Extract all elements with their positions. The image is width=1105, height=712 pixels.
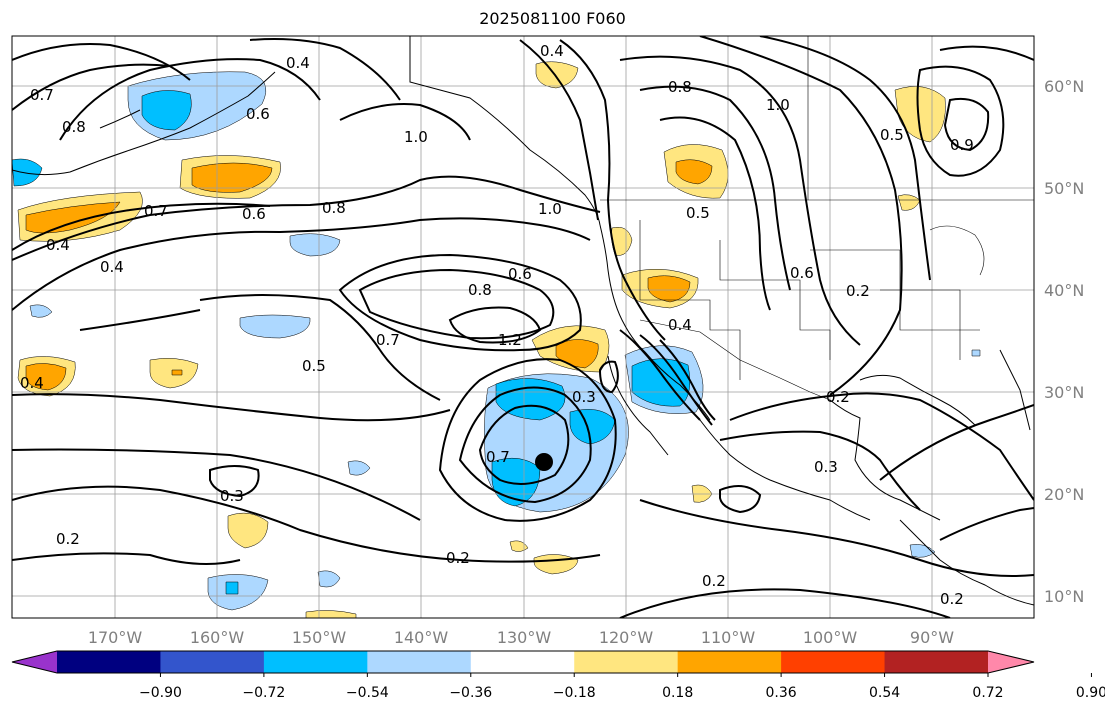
coastlines [12,36,1034,606]
lat-tick-label: 40°N [1044,281,1084,300]
colorbar-tick-label: −0.18 [553,685,596,701]
contour-label: 0.4 [20,374,44,392]
map-frame [11,35,1035,619]
graticule [12,36,1034,618]
contour-label: 0.4 [540,42,564,60]
contour-label: 0.3 [572,388,596,406]
colorbar-segment [884,651,989,673]
colorbar-tick-label: 0.72 [972,685,1003,701]
colorbar-outline [11,650,1035,674]
lon-tick-label: 170°W [88,628,143,647]
contour-label: 0.5 [302,357,326,375]
contour-label: 0.6 [508,265,532,283]
contour-label: 0.3 [814,458,838,476]
contour-label: 0.5 [686,204,710,222]
contour-label: 0.2 [446,549,470,567]
colorbar-segment [160,651,265,673]
colorbar-tick-label: 0.54 [869,685,900,701]
contour-label: 0.7 [144,202,168,220]
lon-tick-label: 160°W [190,628,245,647]
colorbar-segment [367,651,472,673]
contour-label: 0.2 [826,388,850,406]
contour-label: 0.2 [56,530,80,548]
latitude-axis: 60°N 50°N 40°N 30°N 20°N 10°N [1044,77,1084,606]
colorbar-tick-label: −0.36 [449,685,492,701]
contour-label: 0.7 [30,86,54,104]
colorbar-segment [677,651,782,673]
colorbar-segment [263,651,368,673]
lat-tick-label: 20°N [1044,485,1084,504]
lon-tick-label: 150°W [292,628,347,647]
colorbar-segment [988,651,1034,673]
contour-label: 0.8 [468,281,492,299]
contour-label: 0.2 [940,590,964,608]
contour-label: 0.2 [702,572,726,590]
lat-tick-label: 60°N [1044,77,1084,96]
contour-label: 0.6 [790,264,814,282]
contour-label: 0.6 [242,205,266,223]
contour-label: 0.9 [950,136,974,154]
contour-label: 0.4 [100,258,124,276]
colorbar-segment [12,651,57,673]
colorbar-segment [574,651,679,673]
lon-tick-label: 120°W [599,628,654,647]
shaded-positive-anomalies [17,61,946,618]
contour-label: 0.7 [376,331,400,349]
colorbar-segment [57,651,161,673]
longitude-axis: 170°W 160°W 150°W 140°W 130°W 120°W 110°… [88,628,954,647]
lon-tick-label: 110°W [701,628,756,647]
contour-label-group: 0.4 0.7 0.8 1.0 0.6 0.8 1.0 0.7 0.6 0.4 … [20,42,974,608]
contour-label: 0.4 [668,316,692,334]
lon-tick-label: 90°W [910,628,954,647]
contour-label: 1.2 [498,331,522,349]
contour-label: 0.3 [220,487,244,505]
lat-tick-label: 50°N [1044,179,1084,198]
contour-label: 0.5 [880,126,904,144]
colorbar-tick-label: 0.36 [766,685,797,701]
contour-label: 1.0 [404,128,428,146]
colorbar-tick-label: −0.54 [346,685,389,701]
contour-label: 0.4 [286,54,310,72]
lon-tick-label: 130°W [497,628,552,647]
lat-tick-label: 30°N [1044,383,1084,402]
colorbar-segment [781,651,886,673]
contour-label: 0.8 [322,199,346,217]
contour-label: 0.8 [62,118,86,136]
contour-label: 1.0 [766,96,790,114]
contour-label: 0.4 [46,236,70,254]
lon-tick-label: 100°W [803,628,858,647]
colorbar-tick-label: 0.18 [662,685,693,701]
colorbar-segments [12,651,1034,673]
colorbar-tick-label: −0.72 [242,685,285,701]
contour-label: 0.8 [668,78,692,96]
contour-label: 1.0 [538,200,562,218]
storm-center-marker [535,453,553,471]
colorbar-tick-label: 0.90 [1076,685,1105,701]
lat-tick-label: 10°N [1044,587,1084,606]
contour-label: 0.2 [846,282,870,300]
colorbar-tick-labels: −0.90 −0.72 −0.54 −0.36 −0.18 0.18 0.36 0.54 0.7… [139,673,1105,701]
colorbar: −0.90 −0.72 −0.54 −0.36 −0.18 0.18 0.36 0.54 0.7… [11,650,1105,701]
colorbar-segment [470,651,575,673]
map-title: 2025081100 F060 [479,9,626,28]
colorbar-tick-label: −0.90 [139,685,182,701]
lon-tick-label: 140°W [394,628,449,647]
political-borders [600,36,1034,401]
contour-label: 0.6 [246,105,270,123]
contour-label: 0.7 [486,448,510,466]
contour-lines [12,36,1034,618]
